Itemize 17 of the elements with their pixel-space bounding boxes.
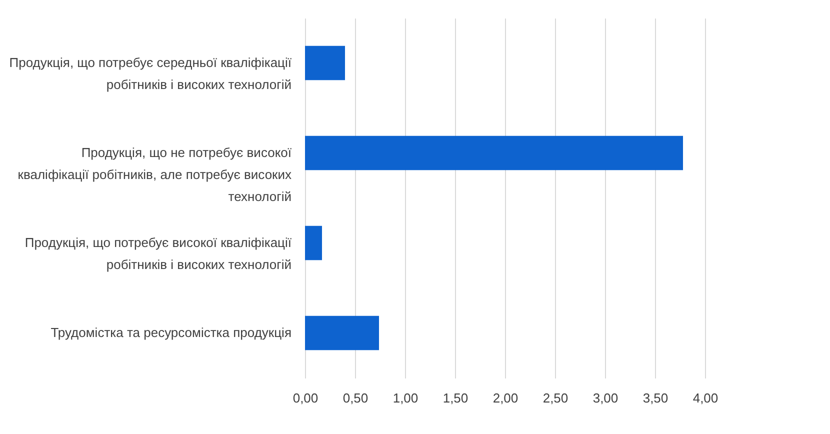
y-tick-label: Продукція, що потребує високої кваліфікації робітників і високих технологій xyxy=(24,235,292,272)
bar xyxy=(305,136,683,170)
bar xyxy=(305,226,322,260)
x-tick-label: 1,00 xyxy=(392,390,418,406)
x-tick-label: 0,50 xyxy=(342,390,368,406)
x-tick-label: 1,50 xyxy=(442,390,468,406)
x-tick-label: 2,00 xyxy=(492,390,518,406)
bar xyxy=(305,46,345,80)
x-tick-label: 4,00 xyxy=(692,390,718,406)
y-tick-label: Продукція, що не потребує високої кваліфікації робітників, але потребує високих технологій xyxy=(18,145,292,204)
x-tick-label: 0,00 xyxy=(292,390,318,406)
y-tick-label: Трудомістка та ресурсомістка продукція xyxy=(50,325,292,340)
bar xyxy=(305,316,379,350)
x-tick-label: 3,50 xyxy=(642,390,668,406)
x-tick-label: 2,50 xyxy=(542,390,568,406)
y-tick-label: Продукція, що потребує середньої кваліфікації робітників і високих технологій xyxy=(9,55,292,92)
x-tick-label: 3,00 xyxy=(592,390,618,406)
